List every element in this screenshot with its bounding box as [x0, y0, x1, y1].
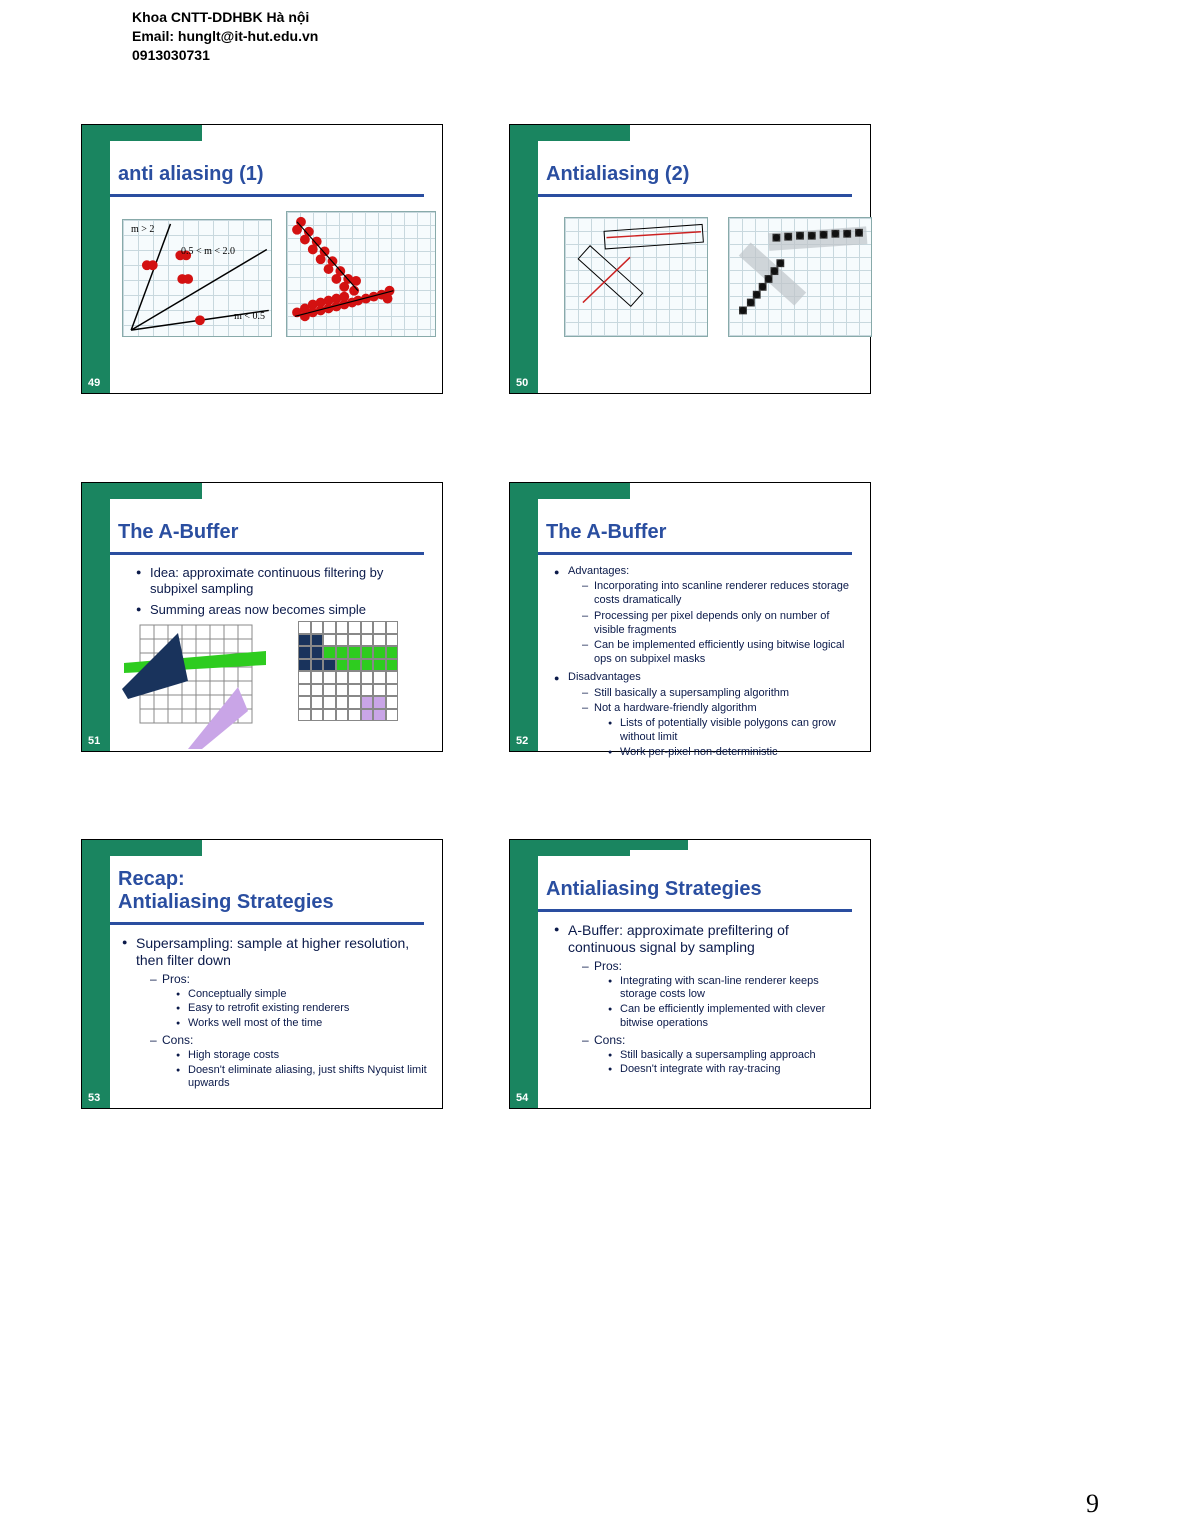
accent-tab	[618, 840, 688, 850]
dis-sub-item: Work per-pixel non-deterministic	[608, 746, 856, 760]
slide-50: 50 Antialiasing (2)	[509, 124, 871, 394]
polygon-diagram	[118, 621, 278, 751]
slide-content: A-Buffer: approximate prefiltering of co…	[538, 912, 870, 1086]
dis-sub-item: Lists of potentially visible polygons ca…	[608, 717, 856, 745]
pros-item: Integrating with scan-line renderer keep…	[608, 975, 856, 1003]
top-bullet: Supersampling: sample at higher resoluti…	[136, 935, 409, 969]
cons-item: High storage costs	[176, 1049, 428, 1063]
slide-number: 52	[516, 735, 528, 747]
slide-number: 51	[88, 735, 100, 747]
label-m-mid: 0.5 < m < 2.0	[181, 246, 235, 257]
header-line3: 0913030731	[132, 46, 318, 65]
title-rule	[538, 194, 852, 197]
label-m-lt: m < 0.5	[234, 311, 265, 322]
dis-label: Disadvantages	[568, 671, 641, 683]
header-line2: Email: hunglt@it-hut.edu.vn	[132, 27, 318, 46]
adv-item: Incorporating into scanline renderer red…	[582, 580, 856, 608]
grid-panel-right	[728, 217, 872, 337]
rects-diagram	[565, 218, 707, 336]
grid-panel-left	[564, 217, 708, 337]
slide-title: The A-Buffer	[538, 499, 870, 550]
slide-content: Advantages: Incorporating into scanline …	[538, 555, 870, 768]
bullet: Idea: approximate continuous filtering b…	[136, 565, 428, 599]
slide-content: Idea: approximate continuous filtering b…	[110, 555, 442, 628]
dots-diagram	[287, 212, 435, 336]
subpixel-grid-right	[298, 621, 398, 721]
doc-header: Khoa CNTT-DDHBK Hà nội Email: hunglt@it-…	[132, 8, 318, 65]
bullet: Summing areas now becomes simple	[136, 602, 428, 619]
grid-panel-left: m > 2 0.5 < m < 2.0 m < 0.5	[122, 219, 272, 337]
slide-number: 53	[88, 1092, 100, 1104]
dis-item: Still basically a supersampling algorith…	[582, 687, 856, 701]
slide-54: 54 Antialiasing Strategies A-Buffer: app…	[509, 839, 871, 1109]
slide-title: Antialiasing (2)	[538, 141, 870, 192]
adv-label: Advantages:	[568, 565, 629, 577]
pros-label: Pros:	[594, 959, 622, 973]
slide-number: 54	[516, 1092, 528, 1104]
top-bullet: A-Buffer: approximate prefiltering of co…	[568, 922, 789, 956]
slide-number: 50	[516, 377, 528, 389]
cons-item: Still basically a supersampling approach	[608, 1049, 856, 1063]
slide-title: anti aliasing (1)	[110, 141, 442, 192]
title-rule	[110, 194, 424, 197]
pros-item: Works well most of the time	[176, 1017, 428, 1031]
slide-title: Recap: Antialiasing Strategies	[110, 856, 442, 920]
cons-label: Cons:	[162, 1033, 193, 1047]
slide-51: 51 The A-Buffer Idea: approximate contin…	[81, 482, 443, 752]
dis-item: Not a hardware-friendly algorithm	[594, 702, 757, 714]
subpixel-grid-left	[118, 621, 278, 756]
grid-panel-right	[286, 211, 436, 337]
cons-item: Doesn't eliminate aliasing, just shifts …	[176, 1064, 428, 1092]
slide-53: 53 Recap: Antialiasing Strategies Supers…	[81, 839, 443, 1109]
slide-number: 49	[88, 377, 100, 389]
aa-diagram	[729, 218, 871, 336]
header-line1: Khoa CNTT-DDHBK Hà nội	[132, 8, 318, 27]
adv-item: Processing per pixel depends only on num…	[582, 610, 856, 638]
adv-item: Can be implemented efficiently using bit…	[582, 639, 856, 667]
slide-52: 52 The A-Buffer Advantages: Incorporatin…	[509, 482, 871, 752]
slide-content: Supersampling: sample at higher resoluti…	[110, 925, 442, 1100]
pros-item: Easy to retrofit existing renderers	[176, 1002, 428, 1016]
label-m-gt-2: m > 2	[131, 224, 154, 235]
pros-item: Conceptually simple	[176, 988, 428, 1002]
page-number: 9	[1086, 1489, 1099, 1519]
pros-label: Pros:	[162, 972, 190, 986]
cons-item: Doesn't integrate with ray-tracing	[608, 1063, 856, 1077]
pros-item: Can be efficiently implemented with clev…	[608, 1003, 856, 1031]
slide-title: Antialiasing Strategies	[538, 856, 870, 907]
slide-49: 49 anti aliasing (1) m > 2 0.5 < m < 2.0…	[81, 124, 443, 394]
slide-title: The A-Buffer	[110, 499, 442, 550]
cons-label: Cons:	[594, 1033, 625, 1047]
